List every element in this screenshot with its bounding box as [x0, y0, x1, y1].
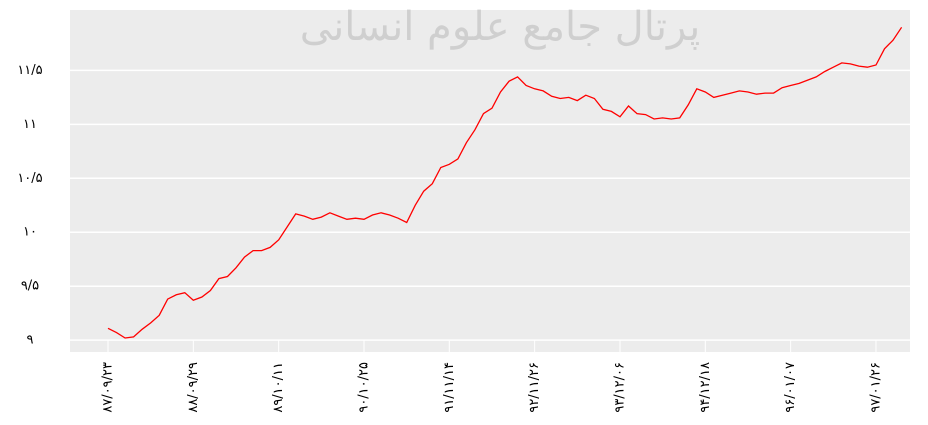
watermark: پرتال جامع علوم انسانی: [300, 4, 701, 50]
x-tick-label: ۹۱/۱۱/۱۴: [442, 362, 457, 413]
x-tick-label: ۹۳/۱۲/۰۶: [612, 362, 627, 413]
line: [107, 26, 903, 339]
y-tick-label: ۹: [27, 333, 34, 348]
x-tick-label: ۹۲/۱۱/۲۶: [527, 362, 542, 413]
plot-background: [70, 10, 910, 352]
x-tick-label: ۸۸/۰۹/۲۹: [186, 362, 201, 413]
x-tick-label: ۹۴/۱۲/۱۸: [698, 362, 713, 413]
y-tick-label: ۱۱: [23, 117, 37, 132]
y-tick-label: ۱۰: [23, 225, 37, 240]
x-tick-label: ۹۷/۰۱/۲۶: [868, 362, 883, 413]
y-tick-label: ۹/۵: [21, 279, 39, 294]
x-tick-label: ۹۰/۱۰/۲۵: [356, 362, 371, 413]
y-tick-label: ۱۰/۵: [17, 171, 42, 186]
x-tick-label: ۸۹/۱۰/۱۱: [271, 362, 286, 413]
x-tick-label: ۸۷/۰۹/۲۳: [101, 362, 116, 413]
y-tick-label: ۱۱/۵: [17, 63, 42, 78]
x-tick-label: ۹۶/۰۱/۰۷: [783, 362, 798, 413]
